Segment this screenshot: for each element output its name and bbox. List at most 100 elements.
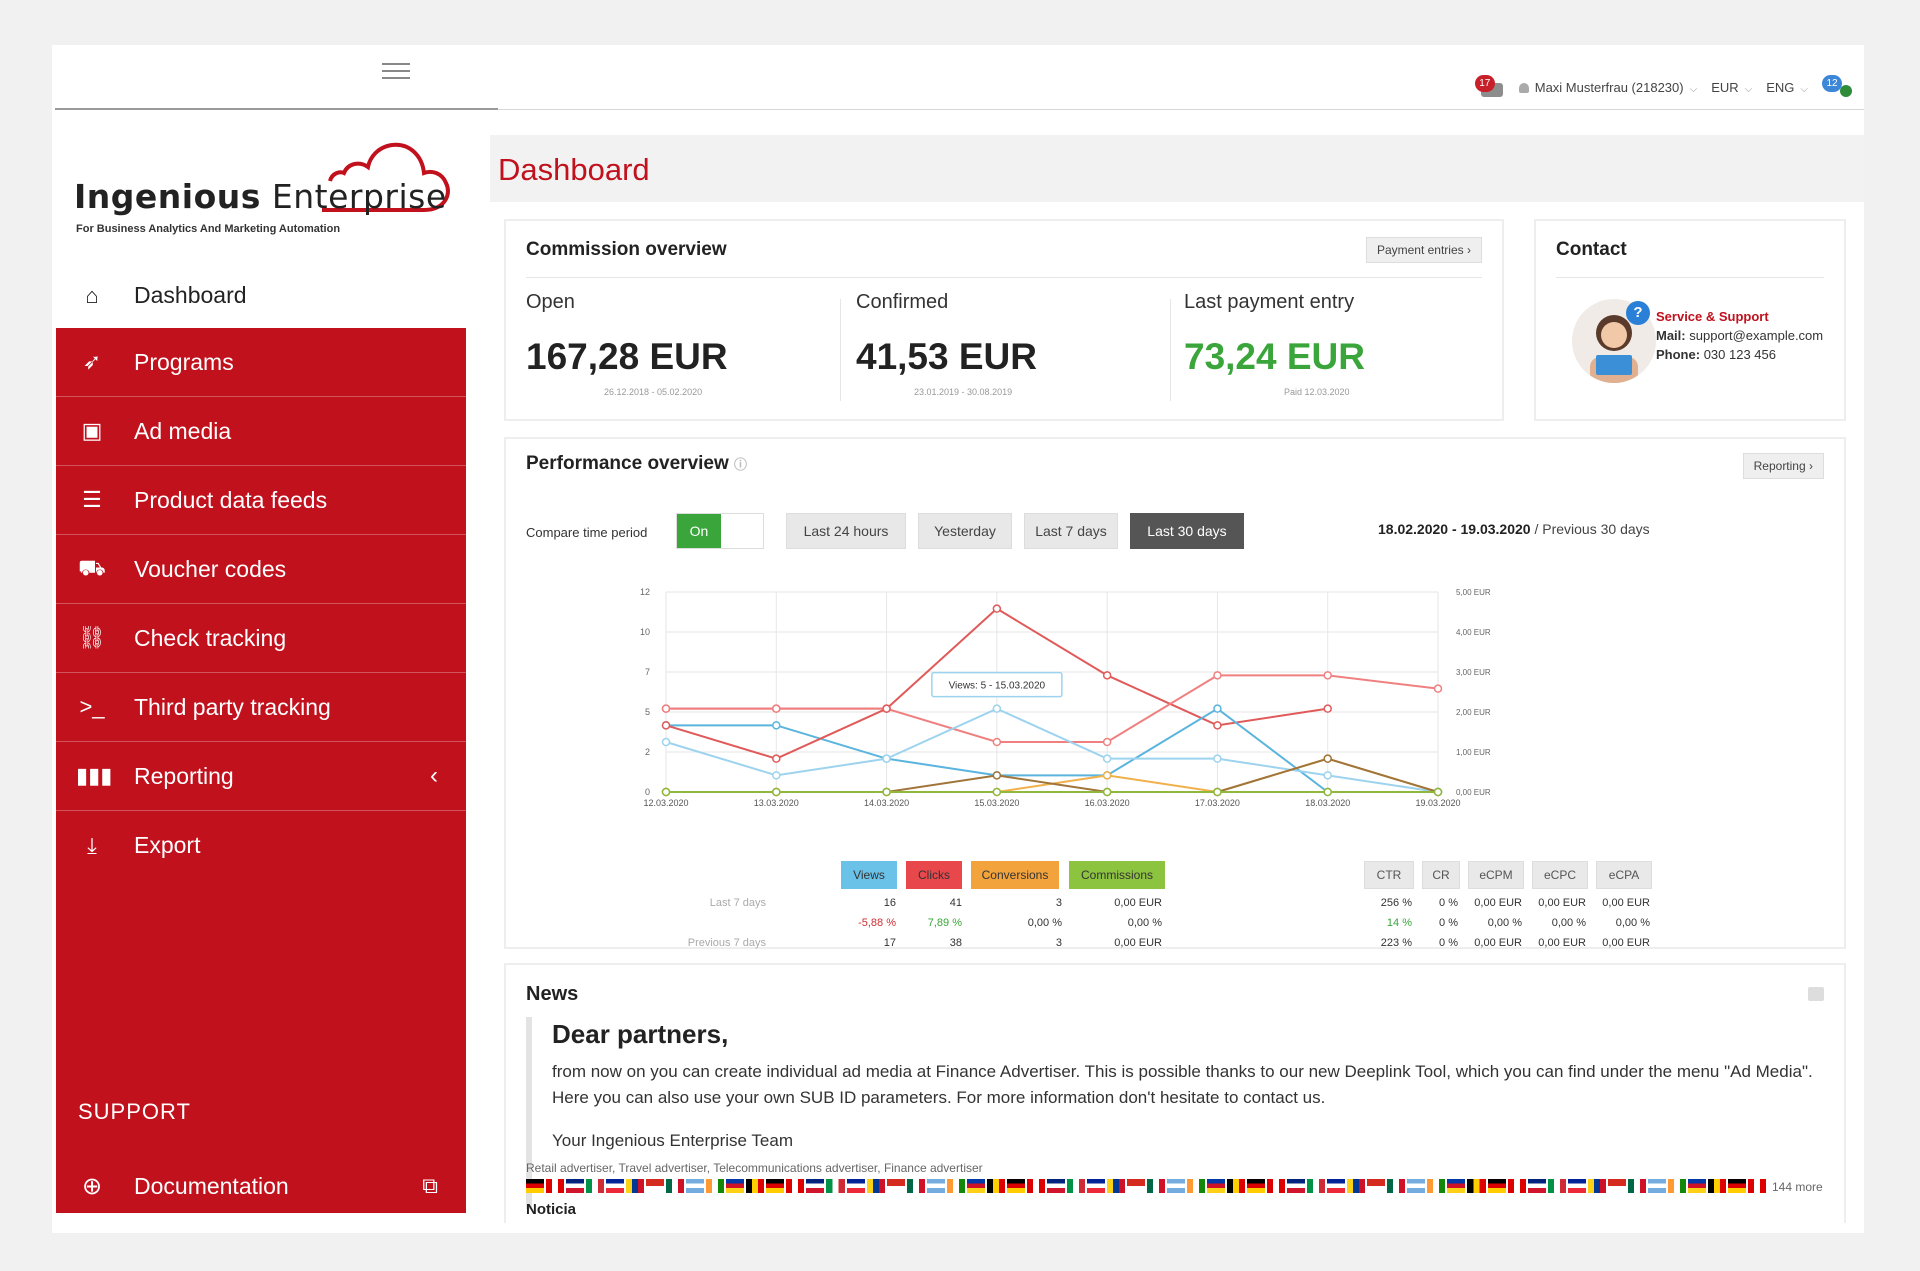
data-point: [1213, 787, 1222, 797]
sidebar-item-label: Export: [134, 832, 201, 858]
data-point: [1323, 787, 1332, 797]
legend-views[interactable]: Views: [841, 861, 897, 889]
legend-clicks[interactable]: Clicks: [906, 861, 962, 889]
sidebar-item-label: Product data feeds: [134, 486, 328, 513]
compare-toggle[interactable]: On: [676, 513, 764, 549]
legend-conversions[interactable]: Conversions: [971, 861, 1059, 889]
data-point: [1102, 737, 1112, 747]
stats-row-change: -5,88 % 7,89 % 0,00 % 0,00 % 14 % 0 % 0,…: [526, 917, 1866, 937]
country-flag-icon: [866, 1179, 885, 1193]
chevron-left-icon: ‹: [430, 762, 438, 789]
period-toolbar: Compare time period On Last 24 hours Yes…: [526, 513, 1866, 551]
cell-ecpa: 0,00 EUR: [1602, 937, 1650, 949]
chart-tooltip: [931, 671, 1063, 698]
cell-ecpa: 0,00 EUR: [1602, 897, 1650, 909]
period-last-30-days[interactable]: Last 30 days: [1130, 513, 1244, 549]
data-point: [772, 771, 781, 780]
data-point: [992, 787, 1002, 797]
cell-ctr-change: 14 %: [1386, 917, 1412, 929]
country-flag-icon: [1607, 1179, 1626, 1193]
period-last-24-hours[interactable]: Last 24 hours: [786, 513, 906, 549]
contact-service: Service & Support: [1656, 309, 1769, 324]
contact-details: Service & Support Mail: support@example.…: [1656, 307, 1823, 364]
sidebar-item-export[interactable]: ⤓ Export: [56, 811, 466, 880]
sidebar-item-dashboard[interactable]: ⌂ Dashboard: [56, 263, 466, 328]
country-flag-icon: [1727, 1179, 1746, 1193]
sidebar-item-label: Voucher codes: [134, 555, 287, 582]
country-flag-icon: [1146, 1179, 1165, 1193]
x-tick-label: 18.03.2020: [1305, 798, 1350, 808]
sidebar-item-third-party-tracking[interactable]: >_ Third party tracking: [56, 673, 466, 742]
language-select[interactable]: ENG ⌵: [1766, 80, 1808, 95]
country-flag-icon: [886, 1179, 905, 1193]
data-point: [661, 787, 671, 797]
currency-select[interactable]: EUR ⌵: [1711, 80, 1752, 95]
country-flag-icon: [1287, 1179, 1306, 1193]
sidebar-item-check-tracking[interactable]: ⛓ Check tracking: [56, 604, 466, 673]
status-dot: [1840, 85, 1852, 97]
country-flag-icon: [1387, 1179, 1406, 1193]
next-news-title: Noticia: [526, 1201, 577, 1218]
notification-badge: 17: [1474, 75, 1495, 92]
sidebar-item-label: Documentation: [134, 1172, 289, 1199]
info-icon[interactable]: ⓘ: [734, 457, 748, 472]
sidebar-item-label: Reporting: [134, 762, 234, 789]
country-flag-icon: [1046, 1179, 1065, 1193]
country-flags: [526, 1179, 1766, 1195]
cloud-logo-icon: [322, 142, 450, 212]
cell-ctr: 223 %: [1380, 937, 1412, 949]
kpi-header-cr: CR: [1422, 861, 1460, 889]
sidebar-item-documentation[interactable]: ⊕ Documentation ⧉: [56, 1158, 466, 1214]
download-icon: ⤓: [87, 832, 97, 858]
data-point: [1213, 754, 1222, 763]
data-point: [992, 771, 1002, 780]
contact-mail[interactable]: Mail: support@example.com: [1656, 326, 1823, 345]
sidebar-nav: ➶ Programs ▣ Ad media ☰ Product data fee…: [56, 328, 466, 1213]
payment-entries-button[interactable]: Payment entries ›: [1365, 237, 1482, 263]
data-point: [772, 754, 781, 763]
sidebar-item-voucher-codes[interactable]: ⛟ Voucher codes: [56, 535, 466, 604]
contact-phone: Phone: 030 123 456: [1656, 345, 1823, 364]
cell-commissions: 0,00 EUR: [1114, 937, 1162, 949]
cell-views: 17: [883, 937, 896, 949]
country-flag-icon: [1747, 1179, 1766, 1193]
data-point: [1213, 704, 1222, 713]
period-yesterday[interactable]: Yesterday: [918, 513, 1012, 549]
stat-period: Paid 12.03.2020: [1284, 387, 1350, 397]
quote-bar: [526, 1017, 532, 1209]
period-last-7-days[interactable]: Last 7 days: [1024, 513, 1118, 549]
country-flag-icon: [706, 1179, 725, 1193]
country-flag-icon: [1367, 1179, 1386, 1193]
country-flag-icon: [1467, 1179, 1486, 1193]
country-flag-icon: [1247, 1179, 1266, 1193]
sidebar-item-product-data-feeds[interactable]: ☰ Product data feeds: [56, 466, 466, 535]
support-heading: SUPPORT: [78, 1099, 191, 1124]
y2-tick-label: 4,00 EUR: [1456, 628, 1491, 637]
data-point: [661, 721, 671, 730]
messages-icon[interactable]: 12: [1822, 75, 1852, 99]
more-countries-link[interactable]: 144 more: [1772, 1180, 1823, 1194]
hamburger-menu-icon[interactable]: [382, 63, 410, 85]
country-flag-icon: [1447, 1179, 1466, 1193]
user-menu[interactable]: Maxi Musterfrau (218230) ⌵: [1518, 80, 1697, 95]
sidebar-item-ad-media[interactable]: ▣ Ad media: [56, 397, 466, 466]
reporting-button[interactable]: Reporting ›: [1742, 453, 1824, 479]
data-point: [882, 787, 891, 797]
card-title: Commission overview: [526, 239, 727, 260]
brand-name: Ingenious Enterprise: [74, 177, 447, 216]
sidebar: Ingenious Enterprise For Business Analyt…: [56, 110, 466, 1213]
x-tick-label: 12.03.2020: [643, 798, 688, 808]
notifications-icon[interactable]: 17: [1474, 75, 1505, 99]
rss-icon[interactable]: [1808, 987, 1824, 1001]
data-point: [882, 704, 891, 713]
y-tick-label: 7: [645, 667, 650, 677]
legend-commissions[interactable]: Commissions: [1069, 861, 1165, 889]
sidebar-item-programs[interactable]: ➶ Programs: [56, 328, 466, 397]
country-flag-icon: [526, 1179, 545, 1193]
currency-value: EUR: [1711, 79, 1739, 95]
date-range-value: 18.02.2020 - 19.03.2020: [1378, 521, 1531, 537]
brand-logo[interactable]: Ingenious Enterprise For Business Analyt…: [74, 135, 464, 235]
sidebar-item-reporting[interactable]: ▮▮▮ Reporting ‹: [56, 742, 466, 811]
country-flag-icon: [606, 1179, 625, 1193]
y2-tick-label: 5,00 EUR: [1456, 588, 1491, 597]
